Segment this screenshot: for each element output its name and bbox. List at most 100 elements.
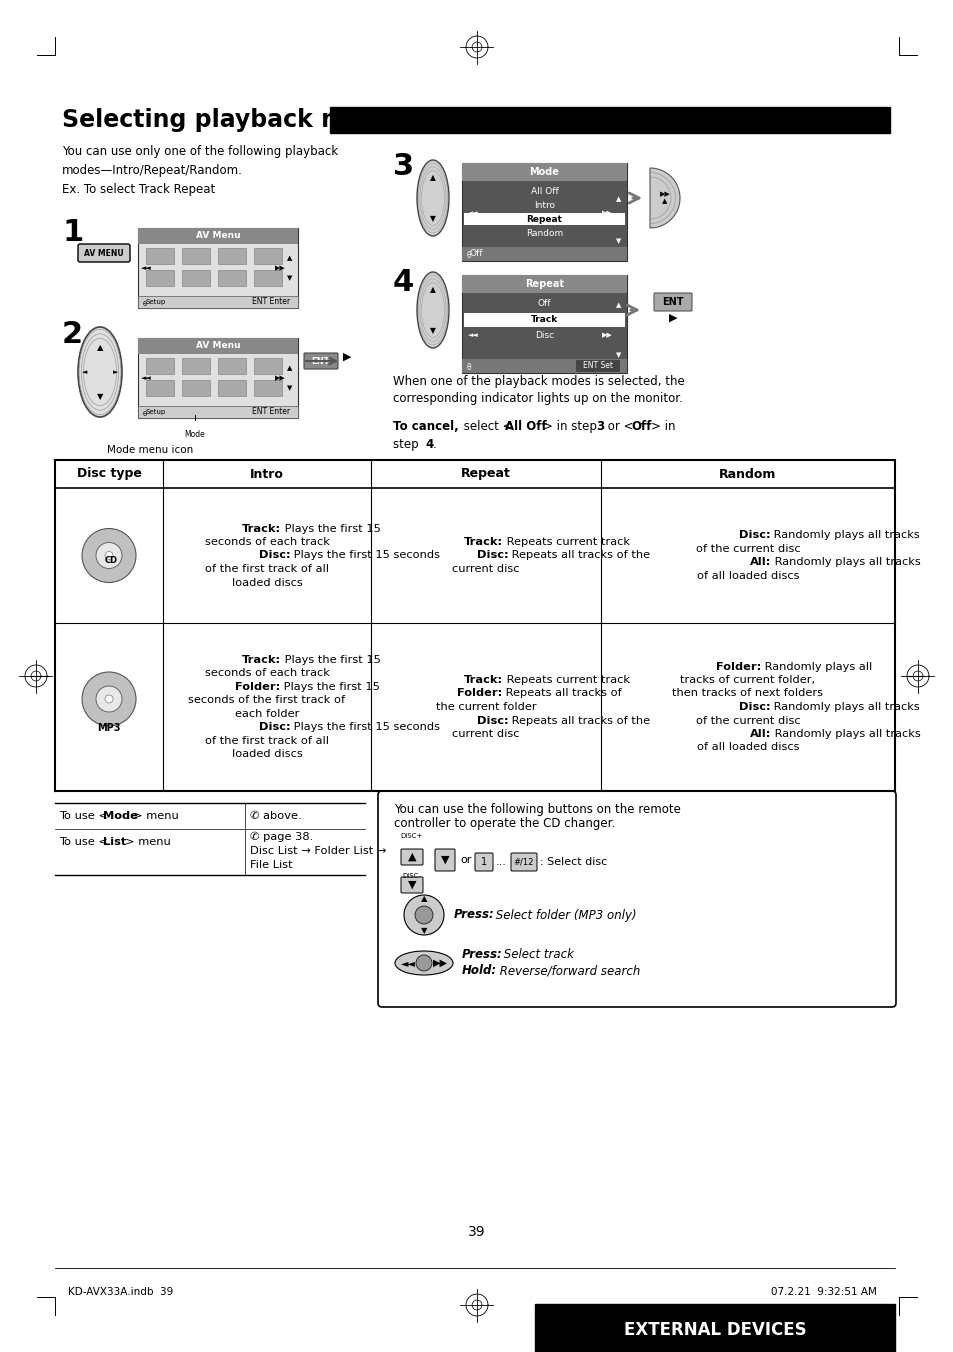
Circle shape xyxy=(96,542,122,568)
Text: Off: Off xyxy=(537,300,551,308)
Bar xyxy=(146,247,173,264)
Text: 3: 3 xyxy=(596,420,603,433)
Text: ▼: ▼ xyxy=(430,215,436,223)
Text: Disc:: Disc: xyxy=(476,550,508,561)
Text: Intro: Intro xyxy=(534,200,555,210)
Text: of the first track of all: of the first track of all xyxy=(205,735,329,746)
Bar xyxy=(330,107,889,132)
Text: ▶▶: ▶▶ xyxy=(274,265,285,270)
Text: AV MENU: AV MENU xyxy=(84,249,124,257)
Text: All Off: All Off xyxy=(504,420,546,433)
Text: DISC+: DISC+ xyxy=(400,833,423,840)
Text: ▲: ▲ xyxy=(407,852,416,863)
Text: Random: Random xyxy=(525,228,562,238)
FancyBboxPatch shape xyxy=(377,791,895,1007)
Text: Mode menu icon: Mode menu icon xyxy=(107,445,193,456)
Text: List: List xyxy=(103,837,126,846)
Text: seconds of each track: seconds of each track xyxy=(204,537,329,548)
Bar xyxy=(182,358,210,375)
Text: ▶▶: ▶▶ xyxy=(601,210,612,216)
Text: Select folder (MP3 only): Select folder (MP3 only) xyxy=(492,909,636,922)
Circle shape xyxy=(96,685,122,713)
Text: θ: θ xyxy=(143,411,147,416)
Text: Folder:: Folder: xyxy=(456,688,501,699)
Circle shape xyxy=(82,672,136,726)
Text: All:: All: xyxy=(749,557,771,568)
Text: Hold:: Hold: xyxy=(461,964,497,977)
Text: EXTERNAL DEVICES: EXTERNAL DEVICES xyxy=(623,1321,805,1338)
Text: step: step xyxy=(393,438,422,452)
Text: θ: θ xyxy=(467,250,471,260)
FancyBboxPatch shape xyxy=(304,353,337,369)
Text: ▲: ▲ xyxy=(430,285,436,293)
Text: Mode: Mode xyxy=(185,430,205,439)
Text: ENT Set: ENT Set xyxy=(582,361,613,370)
Text: Repeats all tracks of the: Repeats all tracks of the xyxy=(508,715,650,726)
Text: ▼: ▼ xyxy=(407,880,416,890)
Text: Disc:: Disc: xyxy=(476,715,508,726)
Text: ◄◄: ◄◄ xyxy=(140,375,152,381)
FancyBboxPatch shape xyxy=(78,243,130,262)
Bar xyxy=(146,380,173,396)
Circle shape xyxy=(105,552,112,560)
FancyBboxPatch shape xyxy=(576,360,619,372)
Text: > in step: > in step xyxy=(542,420,600,433)
Bar xyxy=(182,380,210,396)
Text: tracks of current folder,: tracks of current folder, xyxy=(679,675,815,685)
FancyBboxPatch shape xyxy=(654,293,691,311)
Text: ▶▶
▲: ▶▶ ▲ xyxy=(659,192,670,204)
Text: ▼: ▼ xyxy=(615,352,620,358)
Text: .: . xyxy=(433,438,436,452)
Text: ▲: ▲ xyxy=(430,173,436,181)
Text: ◄◄: ◄◄ xyxy=(400,959,416,968)
Text: each folder: each folder xyxy=(234,708,299,719)
Text: All:: All: xyxy=(749,729,771,740)
Bar xyxy=(461,274,626,373)
Text: ▶▶: ▶▶ xyxy=(601,333,612,338)
Text: Off: Off xyxy=(470,250,483,258)
Text: Off: Off xyxy=(630,420,651,433)
Bar xyxy=(463,214,624,224)
Text: Randomly plays all tracks: Randomly plays all tracks xyxy=(771,557,921,568)
Text: File List: File List xyxy=(250,860,293,869)
FancyBboxPatch shape xyxy=(435,849,455,871)
Text: ▼: ▼ xyxy=(287,274,293,281)
Text: #/12: #/12 xyxy=(514,857,534,867)
Text: MP3: MP3 xyxy=(97,723,121,733)
Text: Plays the first 15 seconds: Plays the first 15 seconds xyxy=(290,722,440,733)
Text: Reverse/forward search: Reverse/forward search xyxy=(496,964,639,977)
Bar xyxy=(138,296,297,308)
Text: > menu: > menu xyxy=(125,837,171,846)
Text: Press:: Press: xyxy=(461,949,502,961)
Text: Track: Track xyxy=(530,315,558,324)
Bar xyxy=(253,247,282,264)
Text: Track:: Track: xyxy=(241,523,280,534)
Text: modes—Intro/Repeat/Random.: modes—Intro/Repeat/Random. xyxy=(62,164,243,177)
FancyBboxPatch shape xyxy=(400,849,422,865)
Text: current disc: current disc xyxy=(452,564,519,575)
Text: θ: θ xyxy=(143,301,147,307)
Text: Setup: Setup xyxy=(146,410,166,415)
Text: loaded discs: loaded discs xyxy=(232,749,302,760)
Text: Selecting playback modes: Selecting playback modes xyxy=(62,108,409,132)
Text: To cancel,: To cancel, xyxy=(393,420,458,433)
Bar xyxy=(218,270,246,287)
Text: Plays the first 15 seconds: Plays the first 15 seconds xyxy=(290,550,440,561)
Text: ◄◄: ◄◄ xyxy=(468,333,478,338)
Text: Randomly plays all tracks: Randomly plays all tracks xyxy=(770,530,920,541)
Text: Repeats all tracks of: Repeats all tracks of xyxy=(501,688,621,699)
Text: ▲: ▲ xyxy=(287,365,293,370)
Bar xyxy=(138,228,297,308)
Text: Repeat: Repeat xyxy=(524,279,563,289)
Bar xyxy=(218,380,246,396)
Text: Repeats all tracks of the: Repeats all tracks of the xyxy=(508,550,650,561)
Text: then tracks of next folders: then tracks of next folders xyxy=(672,688,822,699)
FancyBboxPatch shape xyxy=(511,853,537,871)
Text: > menu: > menu xyxy=(132,811,178,821)
Text: current disc: current disc xyxy=(452,729,519,740)
Text: Disc:: Disc: xyxy=(738,702,770,713)
Text: Intro: Intro xyxy=(250,468,284,480)
Text: ►: ► xyxy=(112,369,118,375)
Text: Track:: Track: xyxy=(463,537,502,548)
Text: 39: 39 xyxy=(468,1225,485,1238)
